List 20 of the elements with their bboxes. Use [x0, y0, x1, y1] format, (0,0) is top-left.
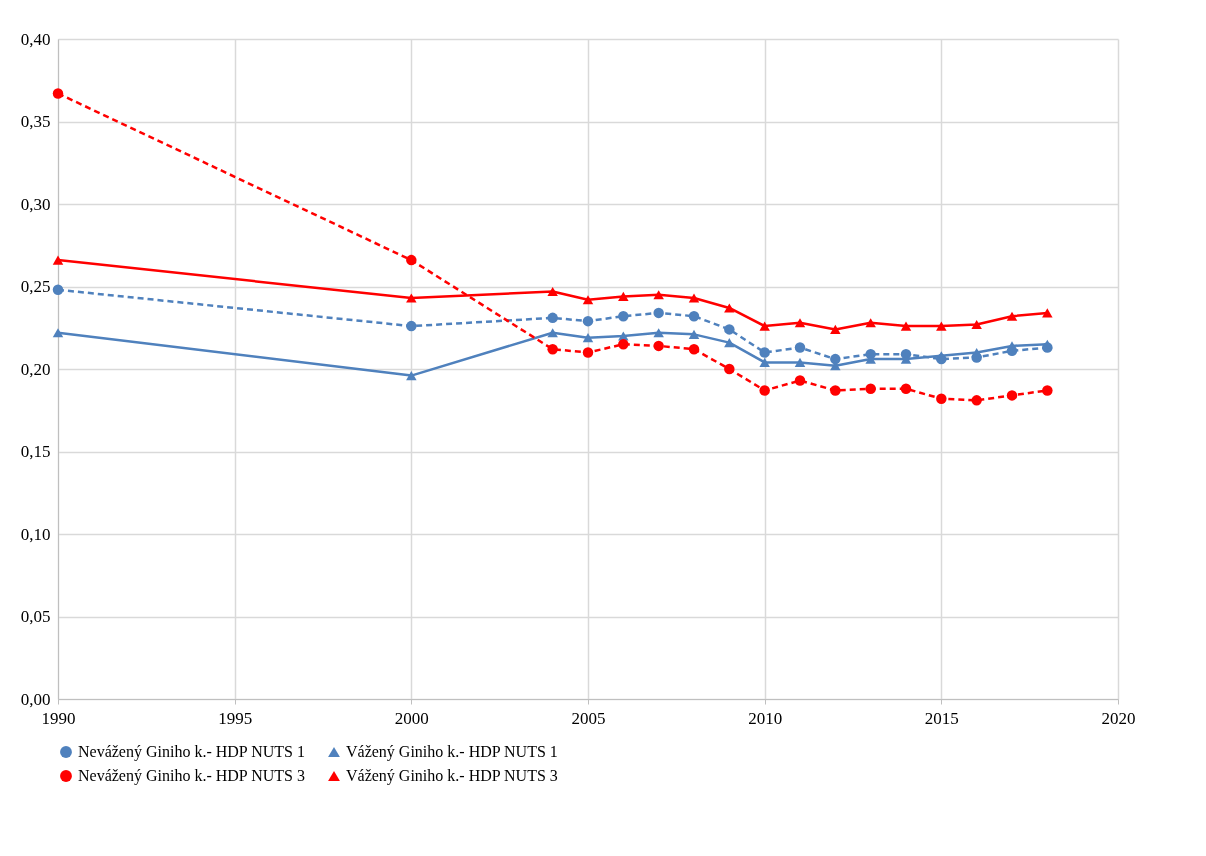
- legend-label: Nevážený Giniho k.- HDP NUTS 1: [78, 743, 305, 761]
- y-tick-label: 0,35: [20, 112, 51, 131]
- y-tick-label: 0,40: [20, 29, 51, 49]
- y-tick-label: 0,00: [20, 689, 51, 709]
- y-tick-label: 0,15: [20, 442, 51, 461]
- y-tick-label: 0,25: [20, 277, 51, 296]
- x-tick-label: 2010: [748, 708, 783, 728]
- y-tick-label: 0,30: [20, 194, 51, 214]
- legend-label: Vážený Giniho k.- HDP NUTS 1: [346, 743, 558, 761]
- y-tick-label: 0,10: [20, 524, 51, 544]
- y-tick-label: 0,20: [20, 359, 51, 379]
- y-tick-label: 0,05: [20, 607, 51, 626]
- x-tick-label: 1990: [41, 708, 76, 728]
- x-tick-label: 2020: [1101, 708, 1136, 728]
- x-tick-label: 2000: [394, 708, 429, 728]
- legend-label: Nevážený Giniho k.- HDP NUTS 3: [78, 767, 305, 785]
- x-tick-label: 2005: [571, 708, 606, 728]
- x-tick-label: 2015: [924, 708, 959, 728]
- x-tick-label: 1995: [218, 708, 253, 728]
- legend-label: Vážený Giniho k.- HDP NUTS 3: [346, 767, 558, 785]
